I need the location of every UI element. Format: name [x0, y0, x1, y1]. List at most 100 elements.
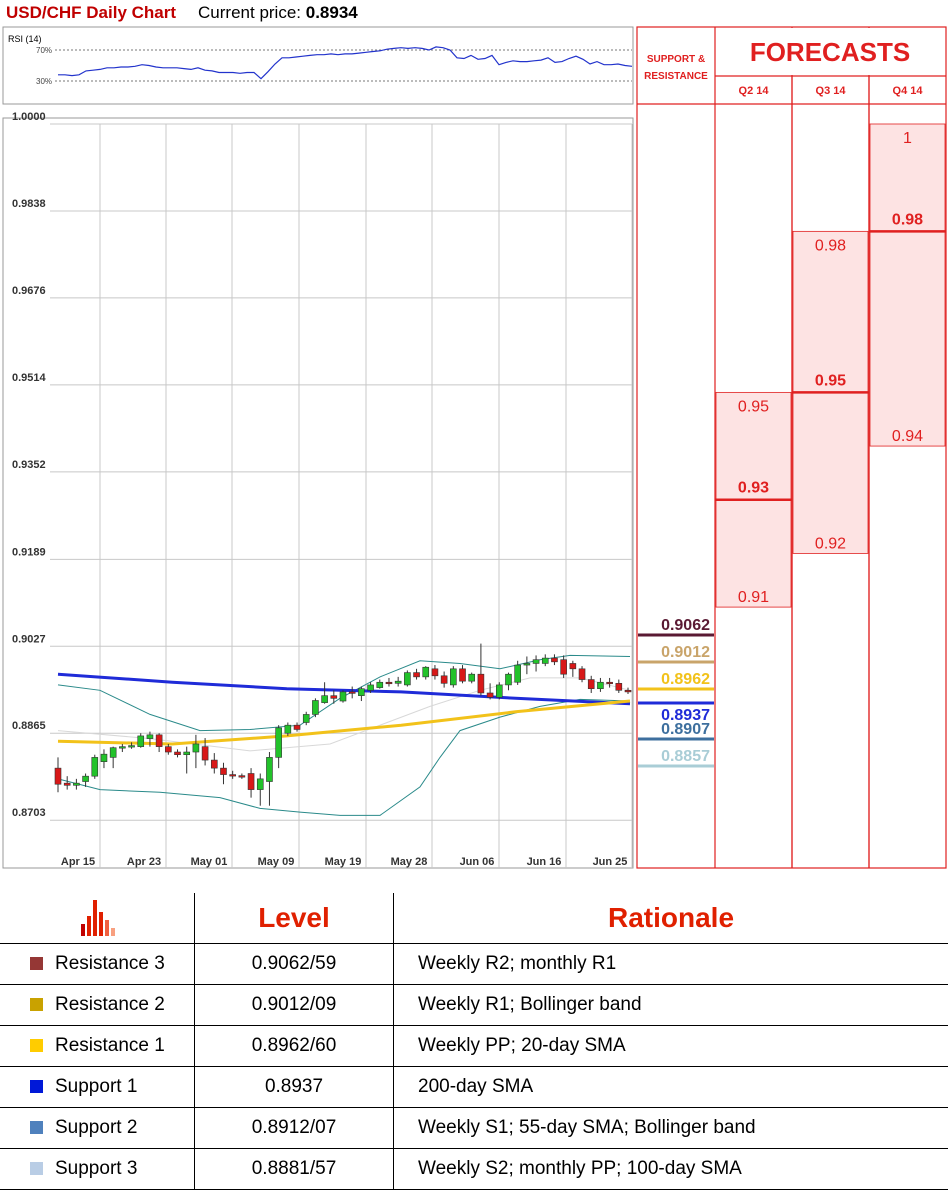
levels-body: Resistance 3 0.9062/59 Weekly R2; monthly …: [0, 943, 948, 1190]
y-tick-label: 0.9676: [12, 285, 46, 297]
level-name-cell: Support 3: [0, 1148, 195, 1190]
bollinger-middle: [57, 677, 631, 752]
candle-body: [551, 657, 558, 663]
candle-body: [486, 692, 494, 698]
x-tick-label: May 01: [191, 856, 228, 868]
candles: [54, 643, 632, 806]
level-rationale: Weekly R1; Bollinger band: [393, 984, 948, 1026]
forecast-high-value: 1: [903, 130, 912, 147]
candle-body: [468, 673, 476, 682]
candle-body: [505, 673, 512, 686]
candle-body: [63, 782, 71, 786]
candle-body: [624, 689, 632, 693]
y-tick-label: 0.9189: [12, 546, 46, 558]
forecast-high-value: 0.98: [815, 237, 846, 254]
level-value: 0.9062/59: [194, 943, 394, 985]
sr-level-value: 0.8907: [661, 721, 710, 738]
levels-row: Resistance 1 0.8962/60 Weekly PP; 20-day S…: [0, 1025, 948, 1067]
moving-average-line: [57, 699, 631, 746]
sr-level-value: 0.8962: [661, 671, 710, 688]
candle-body: [146, 734, 154, 739]
candle-body: [560, 659, 567, 675]
forecast-low-value: 0.94: [892, 428, 923, 445]
candle-body: [109, 747, 117, 758]
level-value: 0.8912/07: [194, 1107, 394, 1149]
rsi-frame: [2, 26, 634, 105]
x-tick-labels: Apr 15 Apr 23 May 01 May 09 May 19 May 28 Jun …: [61, 856, 628, 868]
level-rationale: Weekly R2; monthly R1: [393, 943, 948, 985]
candle-body: [183, 751, 191, 756]
candle-body: [330, 695, 338, 699]
rationale-header: Rationale: [393, 893, 948, 944]
forecast-mid-value: 0.98: [892, 211, 923, 228]
logo-cell: [0, 893, 195, 944]
candle-body: [247, 773, 255, 790]
y-tick-label: 0.9027: [12, 633, 46, 645]
level-swatch: [30, 998, 43, 1012]
level-swatch: [30, 1080, 43, 1094]
candle-body: [615, 683, 623, 691]
candle-body: [541, 657, 549, 664]
candle-body: [450, 668, 457, 686]
candle-body: [312, 700, 319, 715]
candle-body: [413, 672, 420, 678]
sr-level-value: 0.8937: [661, 707, 710, 724]
candle-body: [82, 775, 89, 782]
candle-body: [119, 746, 126, 749]
candle-body: [495, 684, 503, 698]
level-name-cell: Resistance 2: [0, 984, 195, 1026]
candle-body: [459, 668, 466, 682]
x-tick-label: Jun 16: [527, 856, 562, 868]
sr-level-value: 0.9012: [661, 644, 710, 661]
candle-body: [100, 753, 108, 762]
level-header: Level: [194, 893, 394, 944]
current-price-label: Current price:: [198, 3, 302, 22]
candle-body: [256, 778, 264, 790]
candle-body: [569, 663, 577, 670]
rsi-70-label: 70%: [36, 46, 52, 55]
candle-body: [54, 767, 62, 785]
x-tick-label: Jun 25: [593, 856, 628, 868]
level-swatch: [30, 1039, 43, 1053]
levels-row: Support 3 0.8881/57 Weekly S2; monthly PP;…: [0, 1148, 948, 1190]
candle-body: [220, 767, 227, 775]
x-tick-label: Jun 06: [460, 856, 495, 868]
x-tick-label: May 28: [391, 856, 428, 868]
level-rationale: Weekly S1; 55-day SMA; Bollinger band: [393, 1107, 948, 1149]
x-tick-label: May 19: [325, 856, 362, 868]
x-tick-label: Apr 15: [61, 856, 95, 868]
candle-body: [440, 675, 448, 684]
level-value: 0.9012/09: [194, 984, 394, 1026]
y-tick-label: 0.9514: [12, 372, 47, 384]
grid: [50, 123, 633, 868]
candle-body: [385, 681, 393, 685]
level-value: 0.8937: [194, 1066, 394, 1108]
candle-body: [597, 681, 604, 689]
level-name: Support 3: [55, 1157, 138, 1179]
candle-body: [73, 782, 80, 786]
levels-row: Resistance 2 0.9012/09 Weekly R1; Bollinge…: [0, 984, 948, 1026]
candle-body: [514, 664, 521, 683]
level-swatch: [30, 1162, 43, 1176]
candle-body: [165, 746, 172, 753]
candle-body: [422, 666, 430, 678]
chart-title: USD/CHF Daily Chart: [6, 3, 177, 22]
sr-level-value: 0.9062: [661, 617, 710, 634]
forecast-title-bg: [716, 28, 945, 75]
level-rationale: Weekly PP; 20-day SMA: [393, 1025, 948, 1067]
price-panel: 1.0000 0.9838 0.9676 0.9514 0.9352 0.9189 0.90…: [2, 111, 634, 869]
forecast-quarter-label: Q2 14: [739, 85, 770, 97]
bar-chart-icon: [81, 900, 115, 936]
level-value: 0.8881/57: [194, 1148, 394, 1190]
price-frame: [2, 117, 634, 869]
candle-body: [91, 757, 99, 777]
forecast-panel: FORECASTS SUPPORT & RESISTANCE Q2 14 0.95 0.9…: [636, 26, 947, 869]
candle-body: [606, 681, 613, 685]
level-name-cell: Resistance 3: [0, 943, 195, 985]
candle-body: [321, 695, 328, 703]
candle-body: [477, 673, 485, 694]
candle-body: [523, 663, 531, 666]
x-tick-label: May 09: [258, 856, 295, 868]
forecast-low-value: 0.92: [815, 535, 846, 552]
sr-title-line2: RESISTANCE: [644, 71, 708, 82]
